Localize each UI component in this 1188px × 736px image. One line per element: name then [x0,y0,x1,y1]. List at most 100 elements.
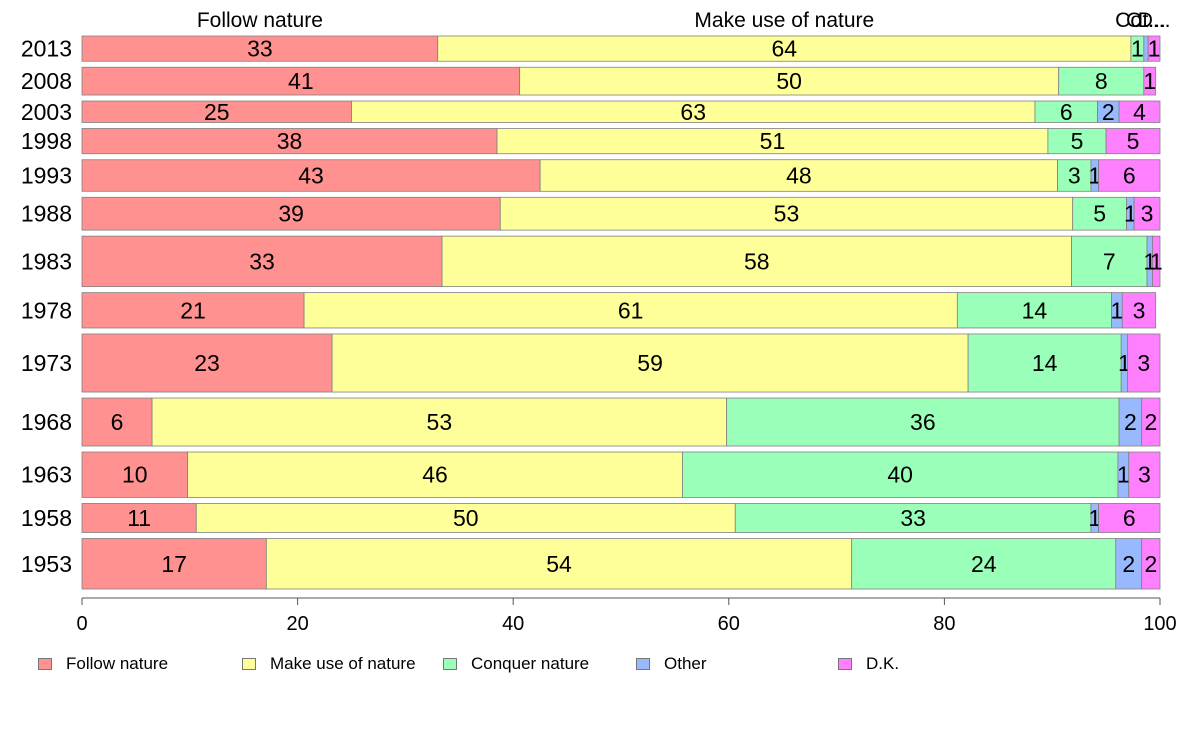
bar-segment-d-k [1098,159,1161,192]
bar-segment-d-k [1133,196,1161,231]
category-label: 1978 [21,297,72,323]
legend-item: Make use of nature [242,652,416,676]
data-label: 40 [887,462,913,488]
bar-segment-follow-nature [81,503,197,533]
data-label: 10 [122,462,148,488]
data-label: 2 [1102,99,1115,125]
x-tick-label: 100 [1143,613,1176,635]
category-label: 1973 [21,350,72,376]
bar-segment-make-use-of-nature [151,397,728,447]
bar-row-1993: 1993 43 48 3 1 6 [21,159,1161,192]
data-label: 36 [910,409,936,435]
bar-segment-follow-nature [81,235,443,288]
data-label: 21 [180,297,206,323]
bar-segment-follow-nature [81,451,189,498]
data-label: 43 [298,163,324,189]
column-header-labels: Follow nature Make use of nature Co...Ot..… [197,9,1171,32]
data-label: 38 [277,128,303,154]
legend-item: Follow nature [38,652,168,676]
column-header-label: Ot... [1126,9,1166,32]
bar-segment-d-k [1147,35,1161,62]
bar-segment-follow-nature [81,538,267,590]
data-label: 24 [971,551,997,577]
data-label: 63 [680,99,706,125]
legend-label: Conquer nature [471,654,590,673]
bar-segment-make-use-of-nature [187,451,683,498]
x-tick-label: 20 [286,613,308,635]
category-label: 1953 [21,551,72,577]
bar-segment-conquer-nature [1071,235,1148,288]
legend-item: Other [636,652,707,676]
legend-swatch [636,658,650,670]
bar-segment-make-use-of-nature [265,538,853,590]
data-label: 53 [427,409,453,435]
legend-swatch [443,658,457,670]
bar-segment-make-use-of-nature [496,128,1049,155]
data-label: 1 [1150,248,1163,274]
bar-segment-conquer-nature [956,292,1112,329]
data-label: 48 [786,163,812,189]
bar-segment-make-use-of-nature [195,503,736,533]
x-axis: 0 20 40 60 80 100 [76,597,1177,635]
bar-segment-conquer-nature [734,503,1092,533]
legend-swatch [242,658,256,670]
bar-segment-d-k [1098,503,1161,533]
data-label: 2 [1124,409,1137,435]
data-label: 7 [1103,248,1116,274]
data-label: 51 [760,128,786,154]
data-label: 6 [1123,163,1136,189]
data-label: 14 [1032,350,1058,376]
data-label: 50 [453,505,479,531]
x-tick-label: 80 [933,613,955,635]
data-label: 46 [422,462,448,488]
bar-segment-d-k [1141,538,1161,590]
data-label: 1 [1117,462,1130,488]
data-label: 53 [774,201,800,227]
data-label: 3 [1138,462,1151,488]
bar-segment-d-k [1105,128,1161,155]
legend-label: Make use of nature [270,654,416,673]
bar-row-2003: 2003 25 63 6 2 4 [21,99,1161,125]
bar-row-1973: 1973 23 59 14 1 3 [21,333,1161,393]
legend-item: Conquer nature [443,652,589,676]
data-label: 2 [1144,409,1157,435]
bar-segment-conquer-nature [851,538,1117,590]
column-header-label: Co... [1115,9,1159,32]
legend-item: D.K. [838,652,899,676]
data-label: 33 [247,36,273,62]
data-label: 50 [776,68,802,94]
bar-segment-conquer-nature [967,333,1122,393]
bar-segment-d-k [1152,235,1161,288]
bar-segment-d-k [1128,451,1161,498]
bar-segment-follow-nature [81,35,439,62]
bar-segment-d-k [1143,66,1157,96]
bar-segment-d-k [1141,397,1161,447]
bar-segment-conquer-nature [726,397,1120,447]
data-label: 17 [161,551,187,577]
bar-row-2008: 2008 41 50 8 1 [21,66,1157,96]
bar-row-1998: 1998 38 51 5 5 [21,128,1161,155]
data-label: 1 [1110,297,1123,323]
data-label: 5 [1071,128,1084,154]
column-header-label: D... [1138,9,1171,32]
data-label: 6 [1060,99,1073,125]
data-label: 1 [1088,505,1101,531]
category-label: 1983 [21,248,72,274]
bar-row-1963: 1963 10 46 40 1 3 [21,451,1161,498]
data-label: 23 [194,350,220,376]
bar-row-1978: 1978 21 61 14 1 3 [21,292,1157,329]
bar-row-1968: 1968 6 53 36 2 2 [21,397,1161,447]
bar-segment-make-use-of-nature [441,235,1073,288]
legend-swatch [38,658,52,670]
bar-segment-follow-nature [81,292,305,329]
bar-segment-make-use-of-nature [499,196,1074,231]
x-tick-label: 0 [76,613,87,635]
bar-segment-conquer-nature [1057,159,1092,192]
data-label: 6 [1123,505,1136,531]
bar-segment-follow-nature [81,128,498,155]
bar-segment-other [1115,538,1143,590]
data-label: 4 [1133,99,1146,125]
category-label: 1968 [21,409,72,435]
data-label: 25 [204,99,230,125]
